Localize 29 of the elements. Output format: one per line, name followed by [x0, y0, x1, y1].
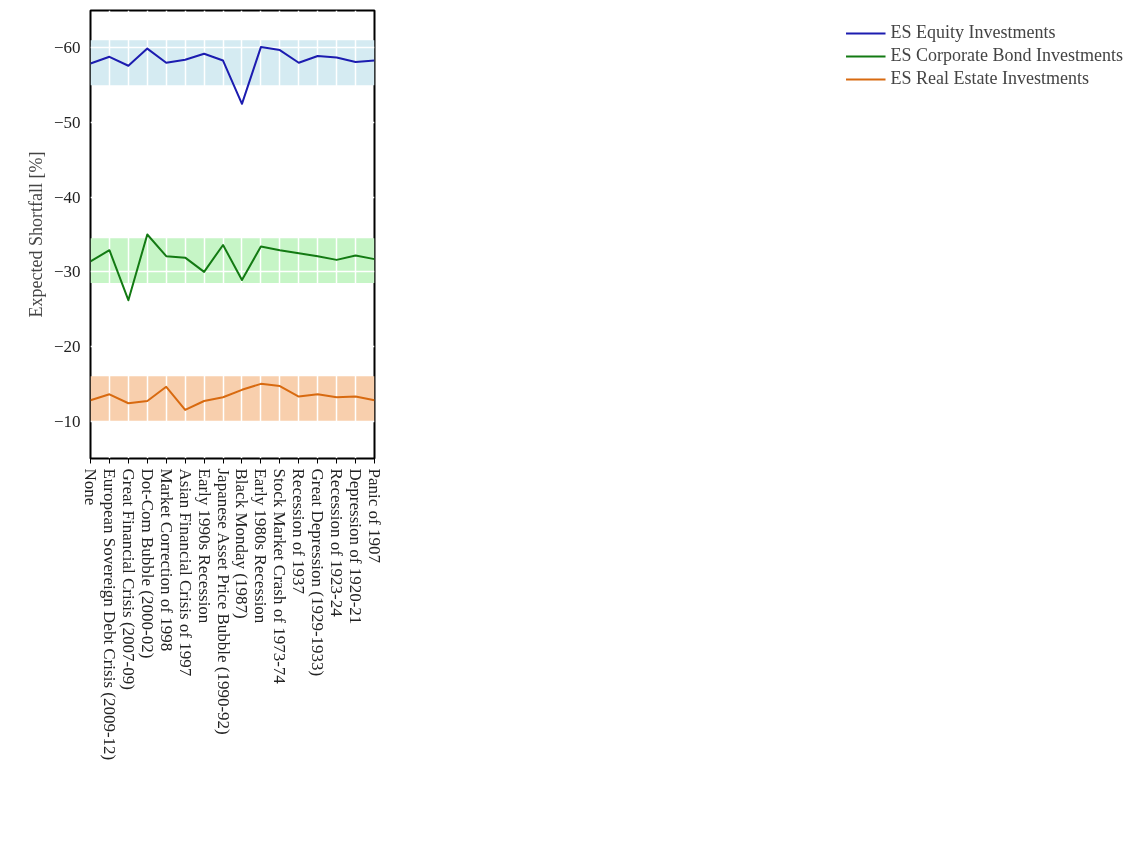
x-tick-label: Stock Market Crash of 1973-74: [270, 468, 290, 685]
line-series: [90, 233, 375, 302]
legend-label: ES Equity Investments: [890, 22, 1056, 43]
x-tick-label: Dot-Com Bubble (2000-02): [137, 468, 157, 659]
x-tick-label: Market Correction of 1998: [156, 468, 176, 652]
y-tick-label: −20: [53, 337, 81, 356]
x-tick-label: Black Monday (1987): [232, 468, 252, 619]
x-tick-label: Depression of 1920-21: [346, 468, 366, 625]
x-tick-label: Early 1980s Recession: [251, 468, 271, 624]
y-axis-title: Expected Shortfall [%]: [25, 151, 46, 318]
y-tick-label: −60: [53, 38, 81, 58]
x-tick-label: Great Financial Crisis (2007-09): [118, 468, 138, 690]
x-tick-label: Great Depression (1929-1933): [308, 468, 328, 677]
y-tick-label: −40: [53, 187, 81, 207]
line-series: [90, 46, 375, 105]
y-tick-label: −10: [53, 411, 81, 431]
x-tick-label: Early 1990s Recession: [194, 468, 214, 624]
line-series: [90, 382, 375, 411]
x-tick-label: Recession of 1923-24: [327, 468, 347, 618]
x-tick-label: Panic of 1907: [365, 468, 384, 564]
y-tick-label: −50: [53, 113, 81, 132]
x-tick-label: Recession of 1937: [289, 468, 309, 595]
y-tick-label: −30: [53, 262, 81, 282]
legend-label: ES Real Estate Investments: [890, 68, 1089, 89]
x-tick-label: None: [81, 468, 100, 506]
x-tick-label: Japanese Asset Price Bubble (1990-92): [213, 468, 233, 735]
x-tick-label: European Sovereign Debt Crisis (2009-12): [99, 468, 119, 761]
legend-label: ES Corporate Bond Investments: [890, 45, 1123, 66]
x-tick-label: Asian Financial Crisis of 1997: [175, 468, 195, 677]
